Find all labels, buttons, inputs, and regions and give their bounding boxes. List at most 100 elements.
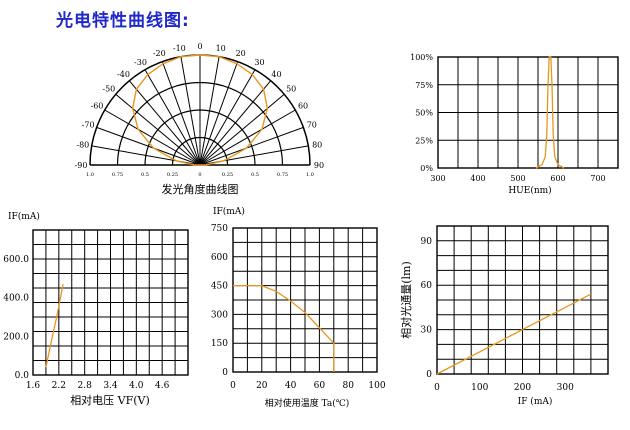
polar-spoke [128, 80, 201, 166]
angle-tick-label: -90 [75, 161, 88, 170]
angle-chart-caption: 发光角度曲线图 [162, 182, 239, 196]
x-tick-label: 4.6 [155, 381, 170, 391]
radial-tick-label: 0 [198, 172, 201, 178]
angle-tick-label: 0 [197, 42, 202, 51]
polar-spoke [199, 61, 239, 166]
x-axis-label: 相对使用温度 Ta(℃) [265, 397, 350, 409]
x-tick-label: 500 [510, 174, 525, 183]
series-line [436, 293, 592, 375]
x-tick-label: 40 [285, 381, 297, 391]
x-tick-label: 300 [557, 383, 574, 393]
luminous-chart: 0 100 200 300 0 30 60 90 IF (mA) 相对光通量(lm) [399, 225, 609, 407]
y-axis-label: IF(mA) [213, 206, 245, 217]
angle-tick-label: -20 [153, 49, 166, 58]
y-axis-label: 相对光通量(lm) [399, 261, 413, 339]
polar-spoke [199, 80, 272, 166]
y-tick-label: 90 [421, 237, 433, 247]
x-axis-label: HUE(nm) [508, 185, 551, 196]
plot-frame [32, 229, 189, 376]
x-tick-label: 100 [471, 383, 488, 393]
angle-tick-label: -70 [82, 120, 95, 129]
y-tick-label: 600.0 [3, 255, 29, 265]
polar-spoke [199, 126, 304, 166]
series-line [535, 56, 565, 169]
x-tick-label: 2.8 [78, 381, 93, 391]
radial-tick-label: 0.75 [277, 172, 288, 178]
x-tick-label: 300 [430, 174, 445, 183]
angle-tick-label: -50 [102, 85, 115, 94]
angle-tick-label: 90 [314, 161, 324, 170]
y-tick-label: 0 [426, 370, 432, 380]
x-tick-label: 200 [514, 383, 531, 393]
y-tick-label: 30 [421, 326, 433, 336]
angle-tick-label: 40 [271, 70, 281, 79]
plot-frame [437, 56, 619, 169]
x-tick-label: 60 [314, 381, 326, 391]
vf-chart: 1.6 2.2 2.8 3.4 4.0 4.6 0.0 200.0 400.0 600.0 相对电压… [3, 211, 189, 407]
hue-chart: 300 400 500 600 700 0% 25% 50% 75% 100% HUE(nm) [410, 53, 619, 196]
x-tick-label: 20 [256, 381, 268, 391]
y-tick-label: 0 [222, 368, 228, 378]
y-tick-label: 0% [420, 164, 433, 173]
x-tick-label: 400 [470, 174, 485, 183]
polar-spoke [144, 69, 201, 166]
x-axis-label: 相对电压 VF(V) [70, 393, 150, 407]
angle-tick-label: 10 [216, 44, 226, 53]
y-tick-label: 300 [211, 310, 228, 320]
y-tick-label: 150 [211, 339, 228, 349]
intensity-curve [131, 54, 269, 166]
radial-tick-label: 0.25 [167, 172, 178, 178]
polar-spoke [199, 109, 296, 166]
y-tick-label: 400.0 [3, 294, 29, 304]
polar-spoke [199, 93, 285, 166]
y-tick-label: 450 [211, 282, 228, 292]
polar-spoke [115, 93, 201, 166]
radial-tick-label: 0.25 [222, 172, 233, 178]
y-tick-label: 600 [211, 253, 228, 263]
radial-tick-label: 1.0 [306, 172, 314, 178]
angle-tick-label: -60 [90, 102, 103, 111]
y-tick-label: 50% [415, 109, 433, 118]
x-tick-label: 0 [434, 383, 440, 393]
x-tick-label: 0 [230, 381, 236, 391]
plot-frame [232, 227, 378, 373]
angle-tick-label: -40 [117, 70, 130, 79]
y-axis-label: IF(mA) [8, 211, 40, 222]
polar-spoke [180, 56, 201, 166]
radial-tick-label: 0.5 [251, 172, 259, 178]
x-tick-label: 700 [590, 174, 605, 183]
radial-tick-label: 0.5 [141, 172, 149, 178]
y-tick-label: 200.0 [3, 332, 29, 342]
y-tick-label: 25% [415, 136, 433, 145]
polar-spoke [104, 109, 201, 166]
x-tick-label: 4.0 [129, 381, 144, 391]
angle-tick-label: 50 [286, 85, 296, 94]
y-tick-label: 75% [415, 81, 433, 90]
x-tick-label: 3.4 [103, 381, 118, 391]
x-tick-label: 2.2 [52, 381, 66, 391]
temperature-chart: 0 20 40 60 80 100 0 150 300 450 600 750 相对使用温度 Ta(℃)… [211, 206, 386, 409]
plot-frame [436, 225, 609, 375]
x-tick-label: 600 [550, 174, 565, 183]
y-tick-label: 750 [211, 224, 228, 234]
radial-tick-label: 1.0 [86, 172, 94, 178]
series-line [233, 284, 335, 372]
y-tick-label: 60 [421, 281, 433, 291]
angle-tick-label: 70 [307, 120, 317, 129]
y-tick-label: 100% [410, 53, 433, 62]
angle-chart: -90 -80 -70 -60 -50-40 -30 -20 -10 0 10 20 30 40 5060… [75, 42, 325, 196]
polar-spoke [161, 61, 201, 166]
polar-spoke [199, 69, 256, 166]
angle-tick-label: -10 [173, 44, 186, 53]
series-line [45, 283, 64, 368]
angle-tick-label: 30 [254, 58, 264, 67]
angle-tick-label: 80 [312, 140, 322, 149]
x-tick-label: 1.6 [26, 381, 41, 391]
angle-tick-label: -30 [134, 58, 147, 67]
polar-spoke [96, 126, 201, 166]
page-title: 光电特性曲线图: [56, 11, 190, 31]
polar-spoke [199, 56, 220, 166]
angle-tick-label: -80 [76, 140, 89, 149]
x-tick-label: 100 [368, 381, 385, 391]
